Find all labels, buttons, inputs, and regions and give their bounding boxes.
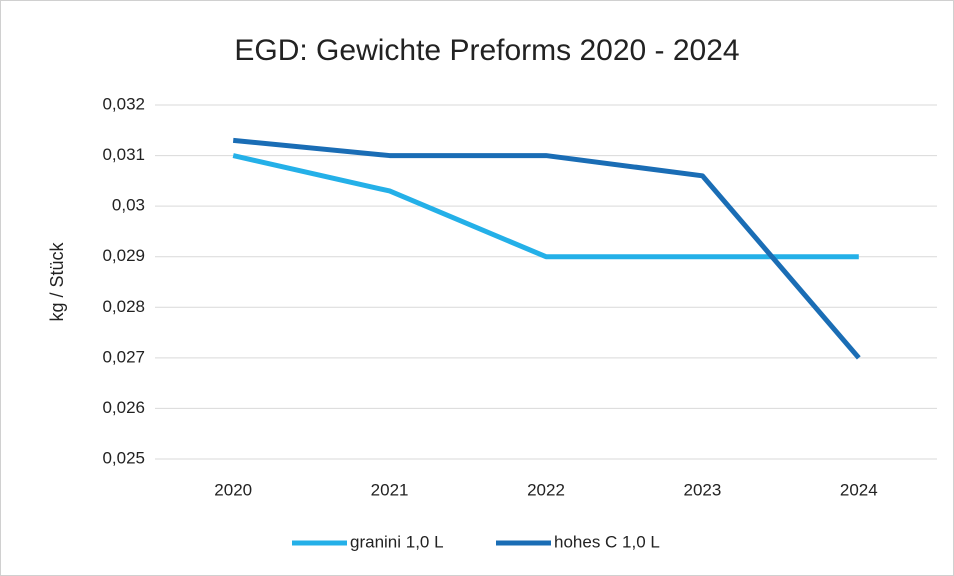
y-axis-label: kg / Stück — [47, 241, 67, 321]
x-tick-label: 2021 — [371, 480, 409, 499]
y-tick-label: 0,031 — [102, 145, 145, 164]
x-tick-label: 2023 — [683, 480, 721, 499]
legend-label: hohes C 1,0 L — [554, 532, 660, 551]
series-line — [232, 153, 859, 260]
x-tick-label: 2022 — [527, 480, 565, 499]
y-tick-label: 0,032 — [102, 94, 145, 113]
legend-label: granini 1,0 L — [350, 532, 444, 551]
y-tick-label: 0,027 — [102, 347, 145, 366]
y-tick-label: 0,03 — [112, 196, 145, 215]
x-tick-label: 2020 — [214, 480, 252, 499]
y-tick-label: 0,028 — [102, 297, 145, 316]
y-tick-label: 0,026 — [102, 398, 145, 417]
series-line — [232, 137, 861, 360]
x-tick-label: 2024 — [840, 480, 878, 499]
y-tick-label: 0,025 — [102, 448, 145, 467]
chart-title: EGD: Gewichte Preforms 2020 - 2024 — [234, 34, 739, 67]
y-tick-label: 0,029 — [102, 246, 145, 265]
